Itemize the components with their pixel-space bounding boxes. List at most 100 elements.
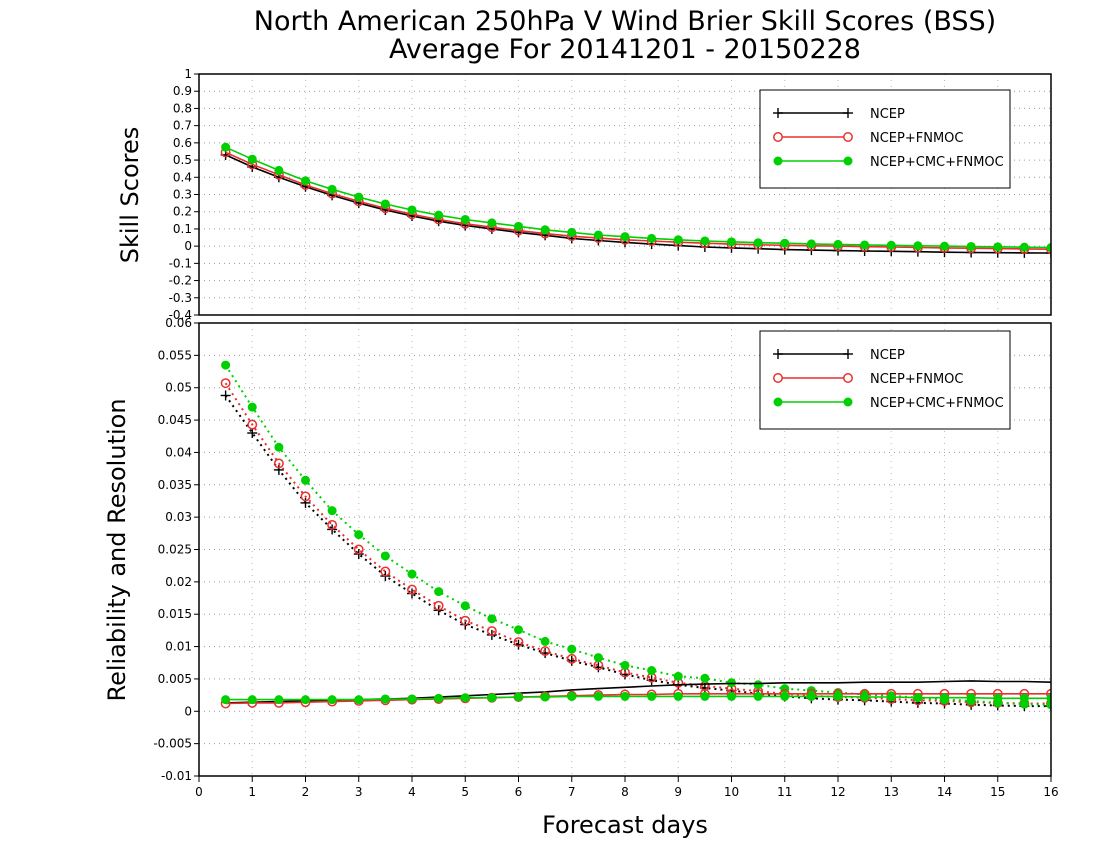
y-tick-label: 0.7 <box>173 119 192 133</box>
filled-circle-marker <box>940 693 949 703</box>
filled-circle-marker <box>380 551 390 561</box>
legend-label: NCEP <box>870 107 905 122</box>
y-tick-label: 0.5 <box>173 153 192 167</box>
y-tick-label: -0.2 <box>169 274 192 288</box>
series-line-ncep-cmc-fnmoc-resolution <box>224 364 1051 706</box>
filled-circle-marker <box>380 199 390 209</box>
legend-label: NCEP+CMC+FNMOC <box>870 155 1004 170</box>
filled-circle-marker <box>540 636 550 646</box>
filled-circle-marker <box>540 692 550 702</box>
filled-circle-marker <box>1019 693 1029 703</box>
y-tick-label: -0.4 <box>169 308 192 322</box>
filled-circle-marker <box>753 691 763 701</box>
filled-circle-marker <box>993 242 1003 252</box>
y-tick-label: 0.025 <box>158 543 192 557</box>
filled-circle-marker <box>487 693 497 703</box>
filled-circle-marker <box>380 694 390 704</box>
y-tick-label: 0.4 <box>173 170 192 184</box>
filled-circle-marker <box>833 239 843 249</box>
filled-circle-marker <box>407 694 417 704</box>
y-axis-title: Skill Scores <box>116 127 144 264</box>
filled-circle-marker <box>460 601 470 611</box>
filled-circle-marker <box>966 241 976 251</box>
x-tick-label: 3 <box>355 785 363 799</box>
filled-circle-marker <box>567 691 577 701</box>
filled-circle-marker <box>540 225 550 235</box>
filled-circle-marker <box>593 691 603 701</box>
filled-circle-marker <box>1046 243 1051 253</box>
legend-box <box>759 330 1011 430</box>
reliability-resolution-panel: 0.06 0.055 0.05 0.045 0.04 0.035 0.03 0.025 0.02… <box>103 316 1052 783</box>
legend-label: NCEP+FNMOC <box>870 131 963 146</box>
filled-circle-marker <box>966 693 976 703</box>
filled-circle-marker <box>274 442 284 452</box>
y-tick-label: 0.02 <box>165 575 192 589</box>
y-tick-label: -0.3 <box>169 291 192 305</box>
legend-label: NCEP+FNMOC <box>870 372 963 387</box>
filled-circle-marker <box>247 695 257 705</box>
y-tick-label: 0.055 <box>158 348 192 362</box>
open-circle-marker <box>486 626 497 636</box>
y-tick-label: 0.015 <box>158 607 192 621</box>
filled-circle-marker <box>221 695 231 705</box>
filled-circle-marker <box>700 673 710 683</box>
filled-circle-marker <box>700 691 710 701</box>
filled-circle-marker <box>327 695 337 705</box>
open-circle-marker <box>773 132 783 142</box>
x-tick-label: 0 <box>195 785 203 799</box>
y-tick-label: 0.2 <box>173 205 192 219</box>
filled-circle-marker <box>514 625 523 635</box>
filled-circle-marker <box>700 236 710 246</box>
open-circle-marker <box>353 544 364 555</box>
filled-circle-marker <box>860 692 870 702</box>
filled-circle-marker <box>247 154 257 164</box>
filled-circle-marker <box>806 691 816 701</box>
y-tick-label: -0.005 <box>153 737 192 751</box>
open-circle-marker <box>566 653 577 664</box>
filled-circle-marker <box>407 205 417 215</box>
x-tick-label: 5 <box>461 785 469 799</box>
filled-circle-marker <box>773 156 783 166</box>
filled-circle-marker <box>940 241 949 251</box>
filled-circle-marker <box>221 360 231 370</box>
filled-circle-marker <box>780 238 790 248</box>
filled-circle-marker <box>727 237 736 247</box>
chart-title-line1: North American 250hPa V Wind Brier Skill… <box>254 6 996 37</box>
y-tick-label: -0.01 <box>161 769 192 783</box>
y-tick-label: 0.03 <box>165 510 192 524</box>
x-tick-label: 7 <box>568 785 576 799</box>
series-group <box>220 142 1051 259</box>
filled-circle-marker <box>487 218 497 228</box>
x-tick-label: 2 <box>302 785 310 799</box>
filled-circle-marker <box>1046 693 1051 703</box>
x-tick-label: 11 <box>777 785 792 799</box>
y-tick-label: 0.6 <box>173 136 192 150</box>
open-circle-marker <box>407 584 417 595</box>
filled-circle-marker <box>274 695 284 705</box>
series-group <box>220 360 1051 712</box>
x-tick-label: 9 <box>674 785 682 799</box>
filled-circle-marker <box>274 165 284 175</box>
filled-circle-marker <box>407 569 417 579</box>
filled-circle-marker <box>673 671 683 681</box>
x-tick-label: 15 <box>990 785 1005 799</box>
y-tick-label: 0.3 <box>173 188 192 202</box>
x-tick-label: 6 <box>515 785 523 799</box>
filled-circle-marker <box>886 692 896 702</box>
chart-title-line2: Average For 20141201 - 20150228 <box>389 34 861 65</box>
filled-circle-marker <box>301 475 310 485</box>
filled-circle-marker <box>673 235 683 245</box>
filled-circle-marker <box>593 653 603 663</box>
open-circle-marker <box>540 646 551 657</box>
y-tick-label: 0 <box>184 239 192 253</box>
filled-circle-marker <box>780 691 790 701</box>
x-tick-label: 4 <box>408 785 416 799</box>
filled-circle-marker <box>327 506 337 516</box>
open-circle-marker <box>773 373 783 383</box>
y-tick-label: 0.005 <box>158 672 192 686</box>
filled-circle-marker <box>886 240 896 250</box>
filled-circle-marker <box>354 530 364 540</box>
y-axis-title: Reliability and Resolution <box>103 398 131 701</box>
filled-circle-marker <box>221 142 231 152</box>
